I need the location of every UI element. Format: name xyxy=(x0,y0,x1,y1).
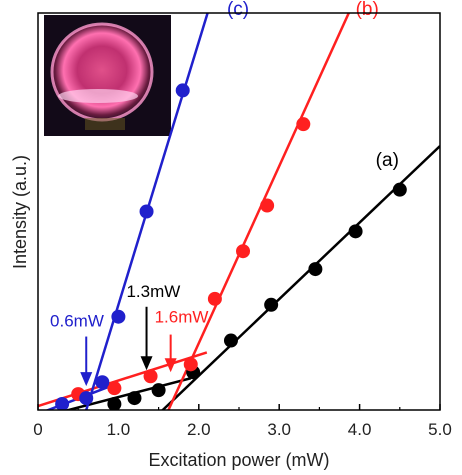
x-tick-label-0: 0 xyxy=(33,420,42,439)
fit-line-above-2 xyxy=(85,13,209,410)
data-point-0-1 xyxy=(127,391,142,406)
x-tick-label-2: 2.0 xyxy=(187,420,211,439)
x-tick-label-1: 1.0 xyxy=(107,420,131,439)
threshold-label-1: 1.3mW xyxy=(126,282,180,301)
data-point-1-6 xyxy=(260,198,275,213)
threshold-arrow-head-2 xyxy=(164,358,177,373)
threshold-label-0: 0.6mW xyxy=(50,312,104,331)
y-axis-title: Intensity (a.u.) xyxy=(10,155,30,269)
extrapolation-line-1 xyxy=(167,378,184,410)
data-point-0-7 xyxy=(348,224,363,239)
data-point-2-2 xyxy=(95,375,110,390)
x-tick-label-3: 3.0 xyxy=(267,420,291,439)
data-point-0-4 xyxy=(223,333,238,348)
data-point-0-8 xyxy=(392,182,407,197)
x-tick-label-4: 4.0 xyxy=(348,420,372,439)
threshold-arrow-head-1 xyxy=(140,356,153,371)
data-point-1-7 xyxy=(296,117,311,132)
threshold-arrow-head-0 xyxy=(80,372,93,387)
series-label-0: (a) xyxy=(376,150,399,171)
extrapolation-line-0 xyxy=(161,409,163,410)
data-point-2-0 xyxy=(55,397,70,410)
data-point-2-5 xyxy=(175,83,190,98)
data-point-2-1 xyxy=(79,391,94,406)
inset-photo xyxy=(44,15,171,136)
threshold-label-2: 1.6mW xyxy=(155,308,209,327)
data-point-0-5 xyxy=(264,297,279,312)
fit-line-below-1 xyxy=(38,351,208,408)
data-point-1-1 xyxy=(107,381,122,396)
series-label-2: (c) xyxy=(227,0,249,20)
data-point-1-8 xyxy=(341,0,355,4)
data-point-1-2 xyxy=(143,369,158,384)
data-point-1-4 xyxy=(207,291,222,306)
x-axis-title: Excitation power (mW) xyxy=(148,450,329,470)
data-point-1-5 xyxy=(236,244,251,259)
data-point-2-3 xyxy=(111,309,126,324)
series-label-1: (b) xyxy=(356,0,379,20)
data-point-1-3 xyxy=(183,357,198,372)
data-point-0-2 xyxy=(151,383,166,398)
x-tick-label-5: 5.0 xyxy=(428,420,452,439)
data-point-2-6 xyxy=(204,0,218,2)
data-point-0-0 xyxy=(107,397,122,410)
data-point-0-6 xyxy=(308,262,323,277)
data-point-2-4 xyxy=(139,204,154,219)
